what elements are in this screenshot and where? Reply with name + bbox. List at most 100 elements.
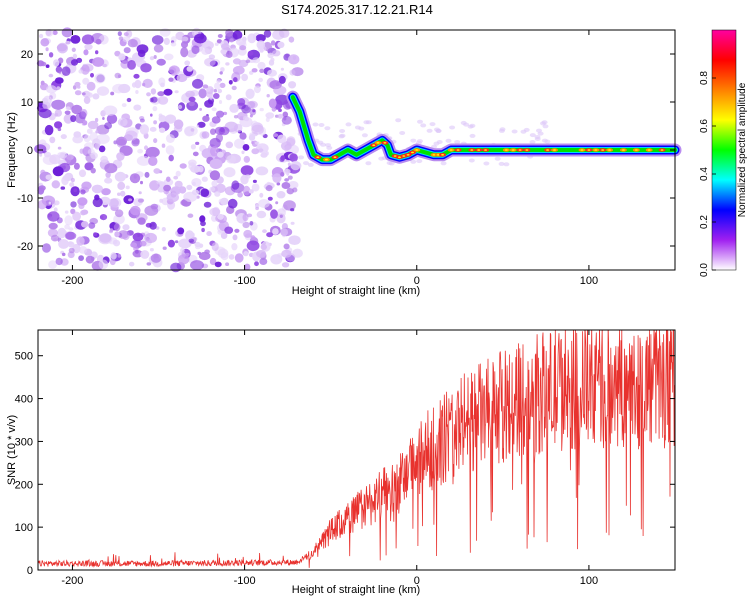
noise-blob: [43, 95, 52, 106]
noise-blob: [84, 162, 94, 171]
noise-blob: [168, 66, 177, 75]
noise-blob: [417, 119, 423, 124]
noise-blob: [70, 35, 81, 44]
noise-blob: [203, 201, 212, 208]
noise-blob: [52, 166, 64, 177]
noise-blob: [202, 84, 209, 89]
noise-blob: [137, 217, 146, 225]
noise-blob: [167, 239, 175, 248]
carrier-hot-core: [376, 142, 380, 144]
noise-blob: [140, 240, 147, 247]
noise-blob: [440, 161, 447, 166]
y-tick-label: 500: [15, 351, 33, 363]
noise-blob: [253, 85, 261, 94]
y-tick-label: 100: [15, 522, 33, 534]
noise-blob: [270, 40, 276, 46]
noise-blob: [217, 88, 223, 94]
noise-blob: [218, 100, 223, 104]
noise-blob: [125, 185, 130, 190]
noise-blob: [242, 116, 249, 121]
noise-blob: [268, 98, 277, 109]
noise-blob: [80, 64, 90, 75]
noise-blob: [153, 55, 157, 59]
noise-blob: [86, 81, 96, 91]
noise-blob: [45, 174, 53, 180]
noise-blob: [232, 30, 243, 40]
x-tick-label: -100: [234, 575, 256, 587]
y-tick-label: 300: [15, 436, 33, 448]
carrier-hot-core: [432, 154, 436, 156]
noise-blob: [214, 261, 222, 268]
noise-blob: [320, 142, 326, 147]
noise-blob: [276, 191, 286, 199]
noise-blob: [180, 36, 189, 42]
noise-blob: [275, 201, 279, 205]
noise-blob: [153, 120, 158, 125]
noise-blob: [292, 187, 298, 193]
noise-blob: [122, 230, 130, 241]
noise-blob: [209, 186, 216, 192]
noise-blob: [186, 66, 194, 72]
noise-blob: [210, 146, 219, 157]
noise-blob: [211, 107, 217, 112]
noise-blob: [265, 185, 273, 192]
noise-blob: [259, 107, 264, 112]
noise-blob: [82, 77, 90, 85]
noise-blob: [255, 206, 259, 211]
y-tick-label: 20: [21, 49, 33, 61]
noise-blob: [112, 83, 126, 94]
noise-blob: [223, 111, 228, 116]
noise-blob: [114, 72, 121, 79]
noise-blob: [262, 229, 267, 234]
noise-blob: [81, 181, 92, 190]
noise-blob: [73, 162, 80, 170]
noise-blob: [211, 180, 218, 187]
noise-blob: [58, 70, 62, 75]
noise-blob: [51, 180, 60, 189]
noise-blob: [120, 190, 126, 197]
noise-blob: [209, 207, 221, 216]
noise-blob: [204, 57, 216, 67]
noise-blob: [140, 63, 152, 73]
noise-blob: [129, 173, 141, 184]
noise-blob: [325, 143, 331, 148]
noise-blob: [186, 184, 193, 191]
noise-blob: [47, 211, 60, 222]
noise-blob: [544, 139, 551, 144]
noise-blob: [104, 122, 112, 130]
noise-blob: [416, 139, 423, 144]
noise-blob: [121, 103, 127, 108]
noise-blob: [81, 34, 95, 45]
snr-x-axis-label: Height of straight line (km): [292, 584, 420, 596]
colorbar-gradient: [711, 29, 737, 271]
spectrogram-y-ticks: -20 -10 0 10 20: [17, 49, 675, 253]
spectrogram-x-axis-label: Height of straight line (km): [292, 285, 420, 297]
noise-blob: [116, 152, 125, 161]
noise-blob: [206, 86, 214, 95]
noise-blob: [201, 176, 208, 182]
noise-blob: [251, 183, 260, 192]
noise-blob: [74, 90, 82, 96]
noise-blob: [270, 209, 278, 219]
noise-blob: [49, 136, 56, 144]
noise-blob: [98, 259, 109, 270]
noise-blob: [217, 34, 223, 38]
carrier-hot-core: [511, 149, 515, 151]
noise-blob: [156, 58, 166, 66]
noise-blob: [190, 144, 196, 150]
noise-blob: [133, 104, 142, 111]
noise-blob: [142, 78, 153, 88]
noise-blob: [103, 105, 118, 116]
noise-blob: [153, 138, 158, 144]
noise-blob: [178, 254, 190, 265]
noise-blob: [188, 159, 197, 167]
noise-blob: [220, 252, 229, 261]
noise-blob: [45, 29, 54, 37]
noise-blob: [225, 29, 234, 37]
noise-blob: [217, 151, 224, 158]
noise-blob: [191, 45, 200, 54]
noise-blob: [63, 113, 73, 124]
noise-blob: [177, 227, 185, 235]
noise-blob: [276, 213, 286, 224]
noise-blob: [59, 151, 68, 159]
